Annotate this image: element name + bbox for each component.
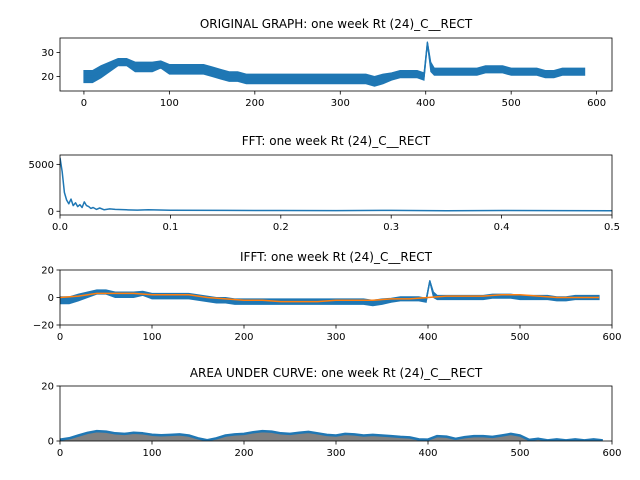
subplot-4-title: AREA UNDER CURVE: one week Rt (24)_C__RE… (190, 366, 483, 380)
subplot-1-title: ORIGINAL GRAPH: one week Rt (24)_C__RECT (200, 17, 473, 31)
x-tick-label: 0.3 (383, 222, 399, 233)
y-tick-label: 30 (41, 48, 54, 59)
axes-frame (59, 154, 613, 216)
y-tick-label: 20 (41, 72, 54, 83)
series-2-line (60, 292, 600, 303)
series-1-band (83, 41, 586, 87)
y-tick-label: 20 (41, 382, 54, 393)
plot-area (83, 41, 586, 87)
subplot-1: ORIGINAL GRAPH: one week Rt (24)_C__RECT… (41, 17, 613, 109)
x-tick-label: 100 (142, 332, 161, 343)
x-tick-label: 600 (602, 332, 621, 343)
plot-area (60, 157, 612, 212)
x-tick-label: 300 (326, 448, 345, 459)
x-tick-label: 500 (510, 448, 529, 459)
series-1-line (60, 157, 612, 212)
x-tick-label: 0.1 (162, 222, 178, 233)
x-tick-label: 600 (587, 98, 606, 109)
subplot-2-title: FFT: one week Rt (24)_C__RECT (242, 134, 431, 148)
y-tick-label: 0 (48, 437, 54, 448)
x-tick-label: 0.4 (494, 222, 510, 233)
x-tick-label: 200 (234, 332, 253, 343)
y-tick-label: 20 (41, 266, 54, 277)
x-tick-label: 200 (234, 448, 253, 459)
x-tick-label: 400 (416, 98, 435, 109)
y-tick-label: 0 (48, 207, 54, 218)
x-tick-label: 100 (142, 448, 161, 459)
x-tick-label: 400 (418, 332, 437, 343)
series-1-line (83, 42, 585, 83)
plot-area (60, 280, 600, 307)
area-outline (60, 429, 603, 441)
x-tick-label: 100 (160, 98, 179, 109)
x-tick-label: 200 (245, 98, 264, 109)
plot-area (60, 429, 603, 441)
x-tick-label: 0.0 (52, 222, 68, 233)
subplot-3-title: IFFT: one week Rt (24)_C__RECT (240, 250, 433, 264)
x-tick-label: 0 (57, 332, 63, 343)
x-tick-label: 0.5 (604, 222, 620, 233)
subplot-2: FFT: one week Rt (24)_C__RECT 0.0 0.1 0.2 0.… (29, 134, 620, 233)
x-tick-label: 0.2 (273, 222, 289, 233)
x-tick-label: 500 (510, 332, 529, 343)
x-tick-label: 300 (326, 332, 345, 343)
series-1-line (60, 280, 600, 304)
y-tick-label: 0 (48, 293, 54, 304)
subplot-4: AREA UNDER CURVE: one week Rt (24)_C__RE… (41, 366, 621, 459)
y-tick-label: −20 (33, 321, 54, 332)
x-tick-label: 500 (502, 98, 521, 109)
x-tick-label: 0 (57, 448, 63, 459)
x-tick-label: 600 (602, 448, 621, 459)
x-tick-label: 400 (418, 448, 437, 459)
y-tick-label: 5000 (29, 160, 54, 171)
axes-frame (59, 37, 613, 92)
series-1-band (60, 280, 600, 307)
x-tick-label: 300 (331, 98, 350, 109)
x-tick-label: 0 (81, 98, 87, 109)
